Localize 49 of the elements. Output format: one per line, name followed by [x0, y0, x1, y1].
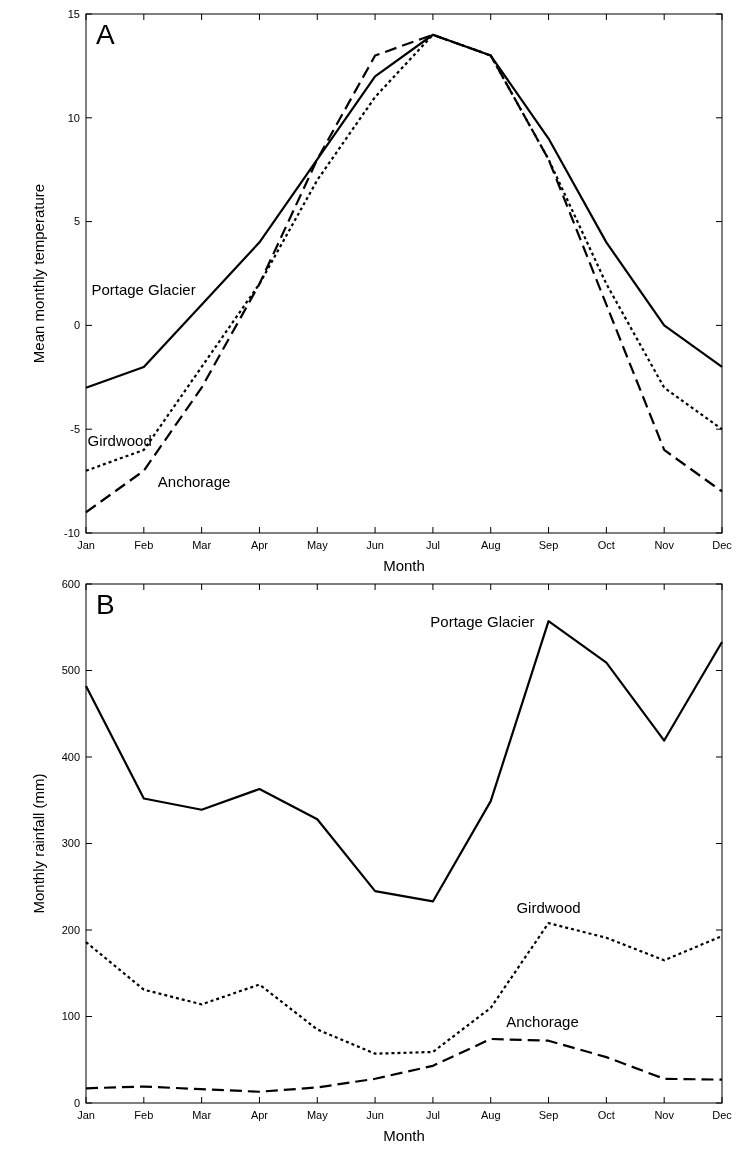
x-tick-label: Apr	[250, 539, 269, 551]
y-tick-label: 5	[73, 215, 80, 228]
y-tick-label: -10	[64, 526, 80, 539]
series-label: Girdwood	[87, 431, 152, 449]
series-label: Anchorage	[506, 1012, 579, 1030]
x-tick-label: Aug	[480, 1109, 501, 1121]
x-tick-label: Feb	[134, 1109, 154, 1121]
y-tick-label: 200	[61, 923, 80, 936]
y-axis-title: Monthly rainfall (mm)	[30, 773, 47, 914]
x-tick-label: Dec	[712, 539, 733, 551]
y-tick-label: 400	[61, 750, 80, 763]
y-tick-label: -5	[70, 423, 80, 436]
x-tick-label: Sep	[538, 1109, 559, 1121]
x-tick-label: Nov	[654, 539, 675, 551]
x-tick-label: Jul	[425, 1109, 440, 1121]
x-tick-label: Jun	[366, 1109, 384, 1121]
chart-title: B	[96, 589, 115, 620]
x-tick-label: Apr	[250, 1109, 269, 1121]
x-tick-label: Dec	[712, 1109, 733, 1121]
x-tick-label: Jun	[366, 539, 384, 551]
x-tick-label: Feb	[134, 539, 154, 551]
y-tick-label: 0	[73, 319, 80, 332]
y-tick-label: 0	[73, 1096, 80, 1109]
y-axis-title: Mean monthly temperature	[30, 183, 47, 364]
x-tick-label: Jul	[425, 539, 440, 551]
x-tick-label: Oct	[597, 1109, 615, 1121]
y-tick-label: 15	[67, 7, 80, 20]
series-label: Anchorage	[157, 472, 231, 490]
x-tick-label: Nov	[654, 1109, 675, 1121]
x-tick-label: May	[306, 539, 329, 551]
x-tick-label: Mar	[192, 1109, 212, 1121]
series-label: Girdwood	[516, 899, 581, 917]
y-tick-label: 100	[61, 1010, 80, 1023]
x-tick-label: Mar	[192, 539, 212, 551]
y-tick-label: 500	[61, 664, 80, 677]
x-tick-label: Jan	[77, 1109, 95, 1121]
y-tick-label: 600	[61, 577, 80, 590]
x-axis-title: Month	[383, 557, 425, 574]
x-tick-label: Aug	[480, 539, 501, 551]
series-label: Portage Glacier	[430, 613, 535, 631]
x-axis-title: Month	[383, 1127, 425, 1144]
x-tick-label: Oct	[597, 539, 615, 551]
y-tick-label: 10	[67, 111, 80, 124]
x-tick-label: Sep	[538, 539, 559, 551]
series-label: Portage Glacier	[91, 280, 196, 298]
y-tick-label: 300	[61, 837, 80, 850]
x-tick-label: Jan	[77, 539, 95, 551]
chart-title: A	[96, 19, 115, 50]
x-tick-label: May	[306, 1109, 329, 1121]
